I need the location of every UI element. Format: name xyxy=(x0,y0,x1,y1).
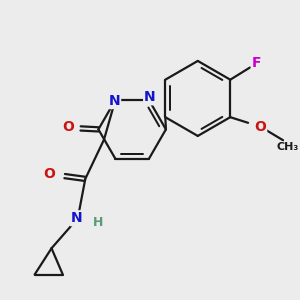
Text: O: O xyxy=(44,167,56,181)
Text: O: O xyxy=(254,120,266,134)
Text: O: O xyxy=(62,121,74,134)
Text: H: H xyxy=(93,215,103,229)
Text: N: N xyxy=(144,90,156,104)
Text: N: N xyxy=(109,94,120,108)
Text: F: F xyxy=(252,56,261,70)
Text: N: N xyxy=(71,211,83,225)
Text: CH₃: CH₃ xyxy=(276,142,298,152)
